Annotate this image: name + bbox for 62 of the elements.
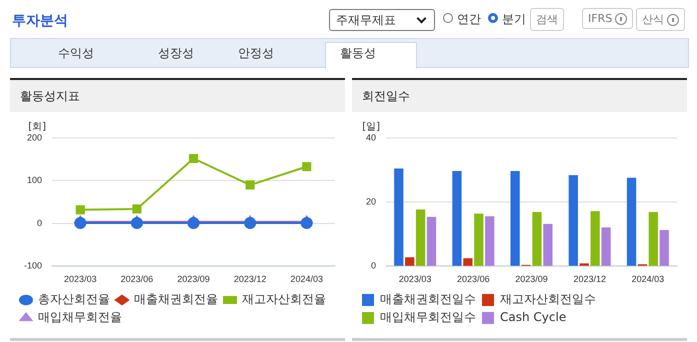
bar bbox=[532, 212, 542, 266]
point bbox=[302, 162, 312, 172]
chart-title: 활동성지표 bbox=[10, 80, 345, 112]
bar bbox=[601, 227, 611, 266]
bar bbox=[394, 168, 404, 266]
text: 주재무제표 bbox=[336, 13, 396, 27]
bar bbox=[405, 257, 414, 266]
bar bbox=[660, 230, 669, 266]
legend-label: Cash Cycle bbox=[500, 310, 566, 324]
point bbox=[246, 180, 255, 190]
y-tick-label: 100 bbox=[26, 175, 42, 186]
chart-title: 회전일수 bbox=[352, 80, 687, 112]
x-tick-label: 2023/12 bbox=[234, 274, 266, 284]
bar bbox=[452, 171, 462, 266]
bar bbox=[568, 175, 578, 266]
legend-label: 매출채권회전율 bbox=[134, 292, 218, 306]
y-axis-title: [회] bbox=[28, 122, 46, 133]
bar bbox=[474, 214, 484, 266]
x-tick-label: 2023/06 bbox=[120, 274, 154, 284]
bar bbox=[416, 209, 426, 266]
legend-label: 매입채무회전율 bbox=[38, 310, 122, 324]
x-tick-label: 2023/09 bbox=[177, 274, 210, 284]
y-tick-label: -100 bbox=[24, 260, 42, 271]
text: 활동성 bbox=[340, 46, 376, 60]
x-tick-label: 2023/03 bbox=[398, 274, 432, 284]
x-tick-label: 2023/03 bbox=[64, 274, 97, 284]
bar bbox=[543, 224, 553, 266]
x-tick-label: 2023/12 bbox=[573, 274, 606, 284]
point bbox=[76, 205, 85, 214]
text: 투자분석 bbox=[12, 13, 68, 29]
x-tick-label: 2023/06 bbox=[457, 274, 490, 284]
bar bbox=[648, 212, 658, 266]
point bbox=[188, 154, 198, 164]
legend-label: 재고자산회전일수 bbox=[500, 292, 596, 306]
text: 안정성 bbox=[238, 46, 274, 60]
legend-label: 매입채무회전일수 bbox=[380, 310, 476, 324]
y-tick-label: 40 bbox=[366, 132, 376, 142]
text: 산식 bbox=[642, 13, 664, 26]
y-tick-label: 200 bbox=[26, 132, 42, 142]
text: 성장성 bbox=[158, 46, 194, 60]
y-tick-label: 20 bbox=[366, 196, 376, 207]
legend-label: 재고자산회전율 bbox=[242, 292, 326, 306]
y-tick-label: 0 bbox=[37, 218, 42, 228]
bar bbox=[485, 216, 494, 266]
bar bbox=[426, 216, 436, 266]
legend-label: 총자산회전율 bbox=[38, 292, 110, 306]
bar bbox=[463, 258, 472, 266]
text: 검색 bbox=[536, 13, 558, 26]
bar bbox=[590, 211, 600, 266]
x-tick-label: 2023/09 bbox=[515, 274, 548, 284]
text: 연간 bbox=[457, 12, 481, 26]
text: IFRS bbox=[588, 12, 612, 25]
x-tick-label: 2024/03 bbox=[632, 274, 664, 284]
y-axis-title: [일] bbox=[362, 122, 380, 133]
text: 분기 bbox=[502, 12, 526, 26]
legend-label: 매출채권회전일수 bbox=[380, 292, 476, 306]
x-tick-label: 2024/03 bbox=[290, 274, 323, 284]
text: 수익성 bbox=[58, 46, 94, 60]
bar bbox=[510, 171, 520, 266]
bar bbox=[626, 178, 636, 266]
y-tick-label: 0 bbox=[370, 260, 376, 271]
point bbox=[132, 204, 142, 214]
